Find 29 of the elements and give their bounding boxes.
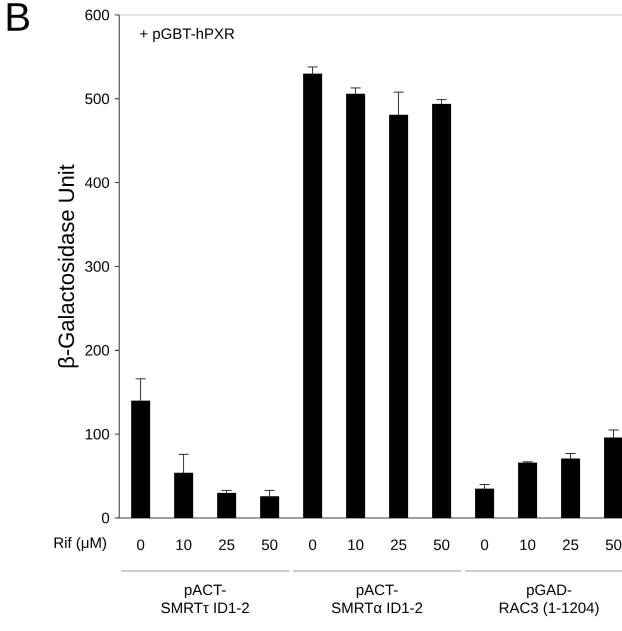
y-tick-label: 300 xyxy=(85,261,110,272)
x-tick-label: 50 xyxy=(606,539,622,550)
x-tick-label: 25 xyxy=(390,539,406,550)
text: pACT- xyxy=(356,584,398,598)
text: pACT- xyxy=(184,584,226,598)
x-tick-label: 0 xyxy=(480,539,488,550)
x-tick-label: 25 xyxy=(562,539,578,550)
y-tick-label: 0 xyxy=(102,512,110,524)
text: pGAD- xyxy=(527,584,572,598)
annotation: + pGBT-hPXR xyxy=(140,28,234,42)
x-tick-label: 0 xyxy=(308,539,316,550)
x-tick-label: 50 xyxy=(262,539,278,550)
y-tick-label: 600 xyxy=(85,10,110,20)
y-tick-label: 200 xyxy=(85,345,110,356)
x-tick-label: 10 xyxy=(176,539,192,550)
y-axis-title: β-Galactosidase Unit xyxy=(58,164,78,368)
y-tick-label: 400 xyxy=(84,177,110,188)
x-tick-label: 50 xyxy=(434,539,450,550)
x-tick-label: 25 xyxy=(218,539,234,550)
x-tick-label: 10 xyxy=(348,539,364,550)
y-tick-label: 100 xyxy=(86,428,110,440)
text: SMRTτ ID1-2 xyxy=(161,602,249,614)
chart-title: B xyxy=(8,3,29,31)
y-tick-label: 500 xyxy=(85,94,110,104)
text: RAC3 (1-1204) xyxy=(500,602,598,616)
text: SMRTα ID1-2 xyxy=(332,602,422,614)
x-tick-label: 0 xyxy=(136,539,144,550)
x-tick-label: 10 xyxy=(520,539,536,550)
x-axis-title: Rif (μM) xyxy=(54,537,106,551)
